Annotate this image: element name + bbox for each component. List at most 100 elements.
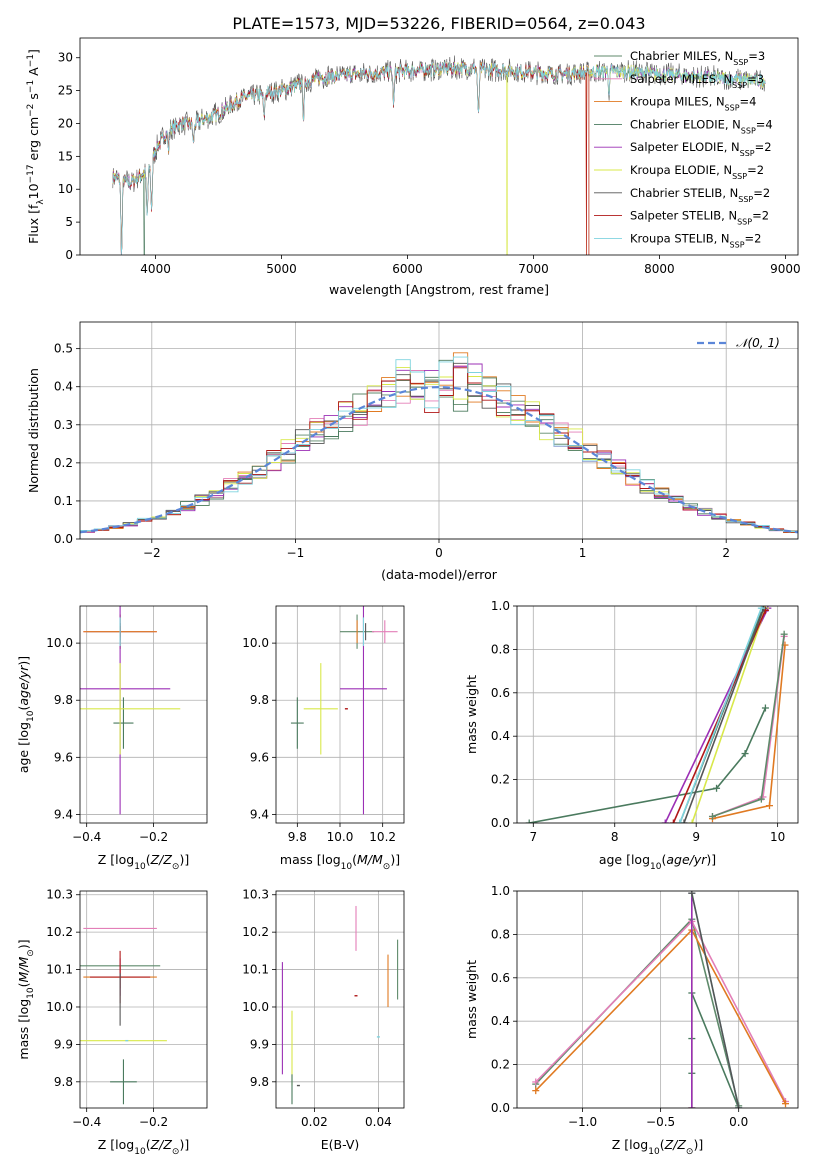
spectrum-axes-frame [79,37,799,256]
y-tick-label: 0.0 [54,532,73,546]
x-axis-label: mass [log10(M/M⊙)] [280,852,400,872]
spectrum-line-1 [112,60,766,254]
errorbar-point [340,606,387,815]
x-tick-label: 0.0 [729,1115,748,1129]
y-tick-label: 10.0 [242,1000,269,1014]
y-tick-label: 0.6 [491,971,510,985]
y-tick-label: 9.8 [250,693,269,707]
weight-marker [757,606,765,612]
weight-line [691,607,767,823]
weight-line [691,893,740,1108]
weight-marker [525,819,533,823]
errorbar-point [372,620,398,644]
weight-vs-age-axes-frame [516,605,799,824]
x-tick-label: 9000 [770,262,801,276]
y-tick-label: 25 [58,84,73,98]
x-tick-label: 8 [611,830,619,844]
x-tick-label: 0 [435,546,443,560]
x-axis-label: Z [log10(Z/Z⊙)] [98,1137,189,1157]
x-axis-label: E(B-V) [321,1137,360,1152]
x-tick-label: −1.0 [568,1115,597,1129]
gaussian-curve [80,385,798,534]
y-tick-label: 0.4 [491,1014,510,1028]
weight-marker [669,819,677,823]
y-tick-label: 1.0 [491,884,510,898]
y-tick-label: 0 [65,248,73,262]
x-tick-label: 7000 [518,262,549,276]
age-vs-mass-axes: 9.8 10.0 10.2 9.4 9.6 9.8 10.0 mass [log10(M/M⊙… [242,605,405,872]
weight-marker [782,1100,790,1108]
y-tick-label: 10 [58,182,73,196]
spectrum-legend: Chabrier MILES, NSSP=3 Salpeter MILES, NS… [594,49,773,249]
weight-marker [741,750,749,758]
legend-entry: Salpeter MILES, NSSP=3 [630,72,764,90]
x-axis-label: Z [log10(Z/Z⊙)] [98,852,189,872]
y-tick-label: 0.5 [54,342,73,356]
x-tick-label: −2 [143,546,161,560]
y-tick-label: 0.4 [491,729,510,743]
weight-marker [688,1104,696,1108]
weight-line [535,917,740,1106]
x-tick-label: 6000 [392,262,423,276]
y-tick-label: 0.2 [491,1058,510,1072]
weight-marker [680,819,688,823]
gaussian-legend-label: 𝒩(0, 1) [736,336,780,350]
errorbar-point [290,697,304,749]
y-tick-label: 10.2 [242,925,269,939]
legend-entry: Kroupa STELIB, NSSP=2 [630,231,761,249]
weight-line [683,607,765,823]
mass-vs-Z-axes-plot [80,927,167,1105]
y-tick-label: 15 [58,149,73,163]
y-tick-label: 9.9 [250,1037,269,1051]
y-tick-label: 9.4 [250,807,269,821]
x-axis-label: age [log10(age/yr)] [599,852,716,872]
mass-vs-Z-axes-frame [79,890,208,1109]
y-axis-label: Normed distribution [26,368,41,493]
age-vs-Z-axes: −0.4 −0.2 9.4 9.6 9.8 10.0 Z [log10(Z/Z⊙)] age … [16,605,208,872]
weight-marker [761,704,769,712]
weight-marker [780,630,788,638]
spectrum-line-0 [112,60,766,253]
spectrum-line-2 [112,61,590,255]
x-tick-label: 0.02 [301,1115,328,1129]
y-tick-label: 1.0 [491,599,510,613]
legend-entry: Chabrier STELIB, NSSP=2 [630,186,770,204]
mass-vs-ebv-axes-plot [281,905,399,1105]
y-tick-label: 9.9 [54,1037,73,1051]
weight-marker [688,891,696,897]
x-tick-label: 9 [692,830,700,844]
weight-marker [676,819,684,823]
y-axis-label: Flux [fλ10−17 erg cm−2 s−1 A−1] [26,49,46,244]
weight-vs-Z-axes: −1.0 −0.5 0.0 0.0 0.2 0.4 0.6 0.8 1.0 Z [log10(Z/… [464,884,799,1157]
x-tick-label: −0.4 [72,830,101,844]
x-tick-label: 1 [579,546,587,560]
weight-marker [757,795,765,803]
weight-marker [532,1087,540,1095]
y-tick-label: 10.0 [242,636,269,650]
y-tick-label: 0.0 [491,816,510,830]
y-tick-label: 10.3 [46,888,73,902]
legend-entry: Salpeter STELIB, NSSP=2 [630,209,769,227]
y-tick-label: 9.6 [250,750,269,764]
legend-entry: Chabrier MILES, NSSP=3 [630,49,765,67]
x-axis-label: wavelength [Angstrom, rest frame] [329,282,549,297]
x-tick-label: 10.2 [369,830,396,844]
y-axis-label: mass weight [464,675,479,754]
errorbar-point [110,1059,137,1105]
residuals-axes-frame [79,321,799,540]
errorbar-point [113,697,134,749]
x-tick-label: −1 [287,546,305,560]
y-tick-label: 5 [65,215,73,229]
weight-vs-age-axes: 7 8 9 10 0.0 0.2 0.4 0.6 0.8 1.0 age [log10(age/yr… [464,599,799,872]
spectrum-line-7 [112,60,590,255]
x-tick-label: 8000 [644,262,675,276]
y-tick-label: 0.1 [54,494,73,508]
y-tick-label: 0.8 [491,642,510,656]
weight-marker [765,802,773,810]
y-tick-label: 30 [58,51,73,65]
x-tick-label: −0.2 [139,1115,168,1129]
x-tick-label: 7 [529,830,537,844]
y-tick-label: 0.2 [491,773,510,787]
y-tick-label: 10.2 [46,925,73,939]
